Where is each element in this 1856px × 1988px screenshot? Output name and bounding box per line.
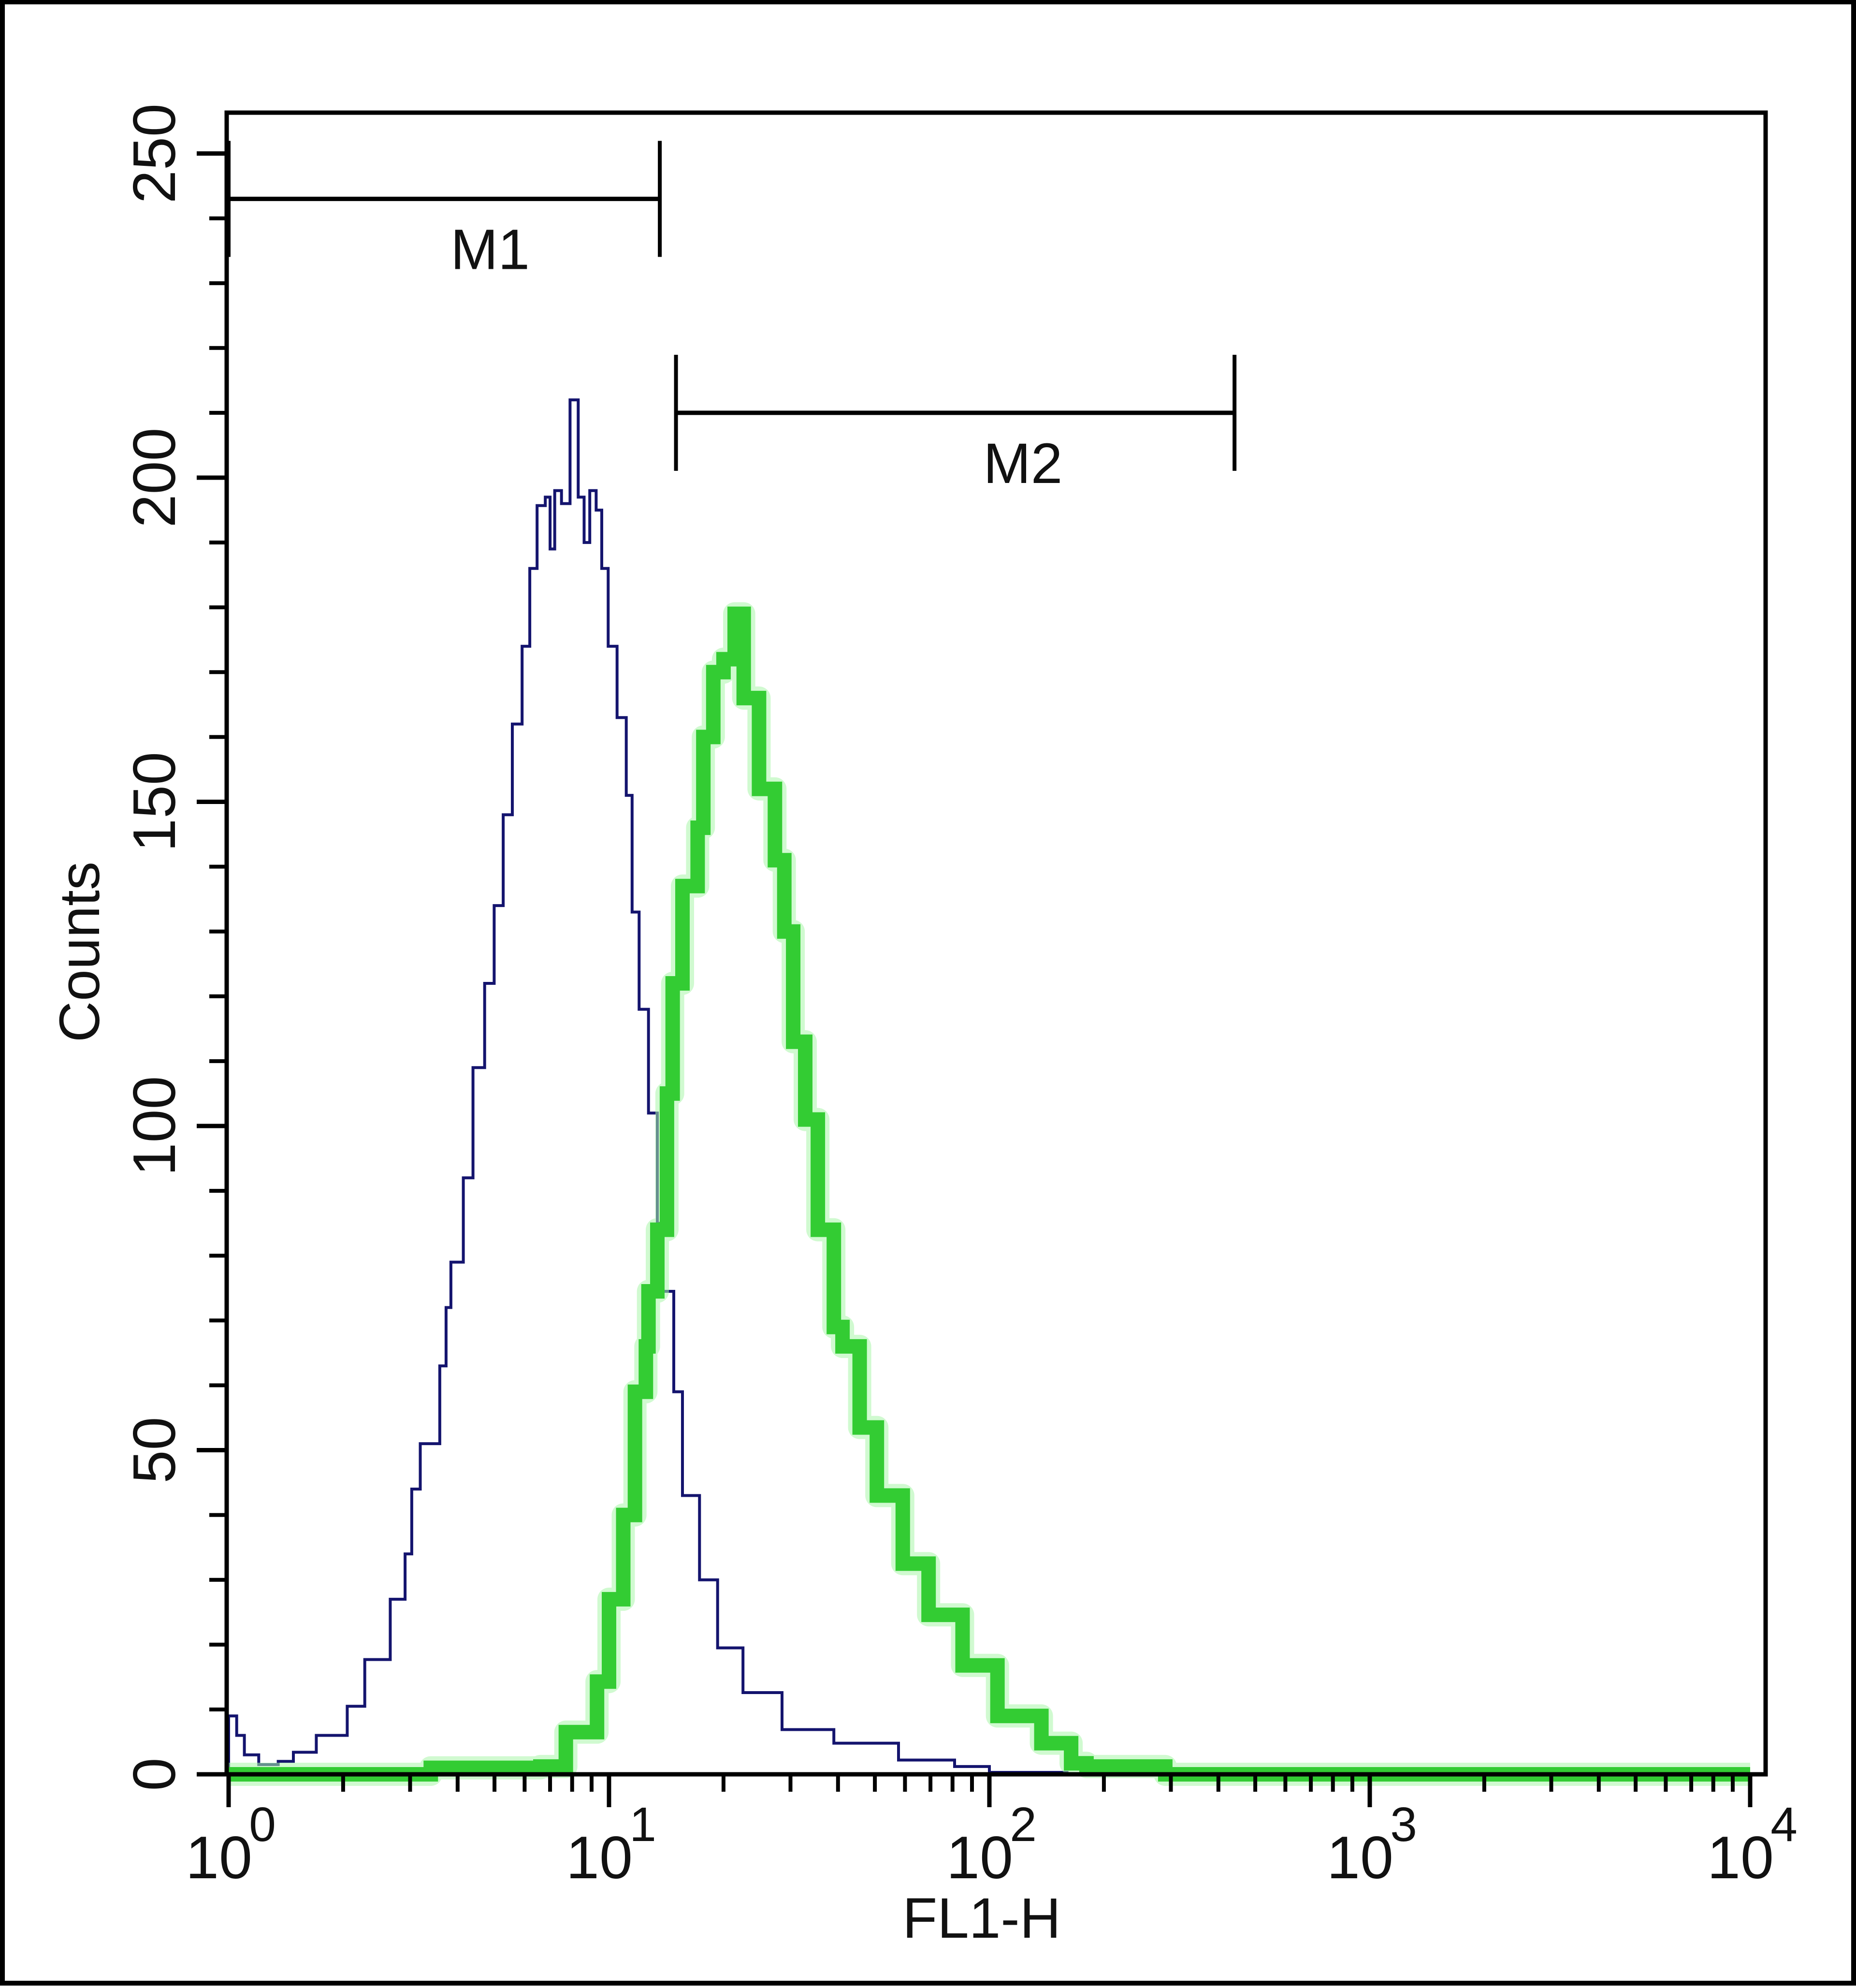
gate-marker-m2[interactable]: M2 [674,354,1237,496]
y-tick-label: 100 [121,1076,188,1176]
x-tick-label: 10 [1327,1825,1393,1891]
x-tick-exponent: 1 [629,1798,656,1852]
x-tick-label: 10 [186,1825,252,1891]
y-tick-label: 50 [121,1417,188,1484]
x-tick-exponent: 4 [1770,1798,1798,1852]
y-tick-label: 250 [121,103,188,204]
y-tick-label: 0 [121,1758,188,1791]
x-tick-exponent: 3 [1390,1798,1417,1852]
x-tick-label: 10 [946,1825,1013,1891]
x-tick-exponent: 0 [249,1798,276,1852]
control-histogram-line [227,398,1750,1776]
plot-frame [224,110,1768,1777]
y-tick-label: 150 [121,752,188,852]
y-axis-ticks: 0 50 100 150 200 250 [121,103,227,1791]
x-axis-label: FL1-H [902,1886,1061,1950]
x-tick-label: 10 [566,1825,633,1891]
gate-marker-m1[interactable]: M1 [227,141,662,281]
gate-marker-label: M1 [450,218,530,281]
stained-histogram-line [229,606,1750,1782]
x-tick-exponent: 2 [1010,1798,1037,1852]
y-axis-label: Counts [48,862,112,1042]
x-axis-ticks: 100 101 102 103 104 [186,1774,1798,1891]
gate-marker-label: M2 [983,432,1062,496]
x-tick-label: 10 [1707,1825,1774,1891]
histogram-series [227,398,1750,1786]
gate-markers: M1 M2 [227,141,1237,496]
y-tick-label: 200 [121,428,188,528]
